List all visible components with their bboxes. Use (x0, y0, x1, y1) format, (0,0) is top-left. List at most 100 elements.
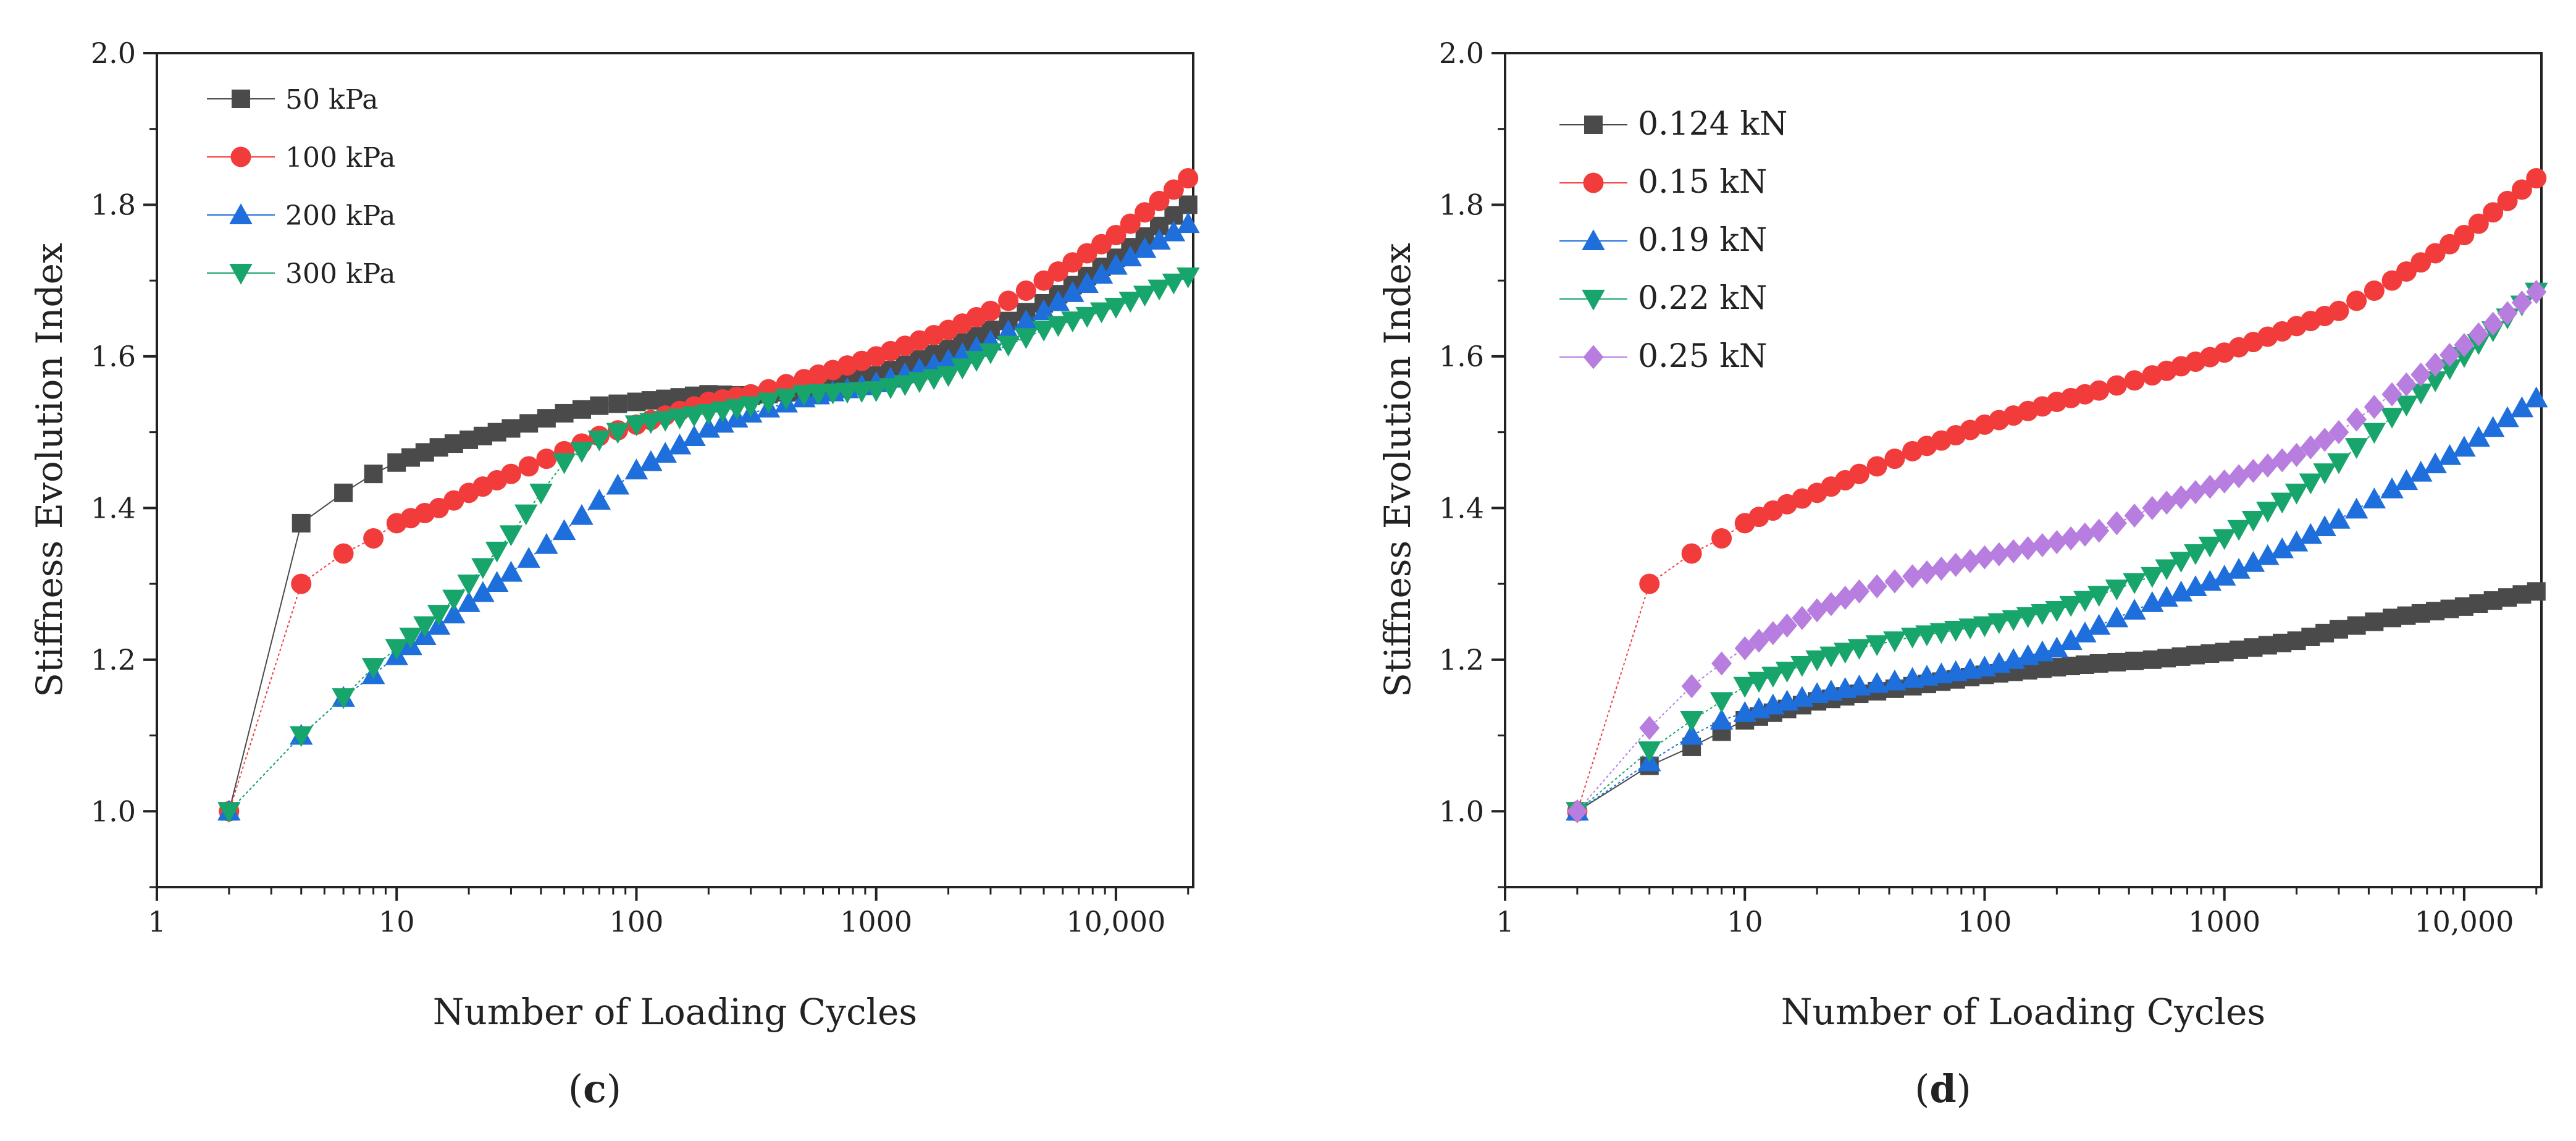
chart-c-point (624, 415, 648, 437)
chart-c-ylabel: Stiffness Evolution Index (28, 243, 70, 697)
chart-d-point (2410, 362, 2431, 387)
chart-d-point (2347, 616, 2366, 635)
chart-d-point (2198, 570, 2222, 591)
chart-c-point (774, 389, 798, 410)
chart-c-point (1104, 298, 1128, 319)
chart-d-point (2425, 352, 2446, 377)
chart-c-point (499, 525, 523, 547)
chart-d-point (1883, 669, 1907, 691)
chart-c-series-4 (217, 267, 1200, 823)
chart-d-point (2002, 610, 2025, 631)
chart-d-point (1915, 625, 1939, 647)
chart-c-point (399, 628, 422, 649)
chart-c-subtitle-letter: c (583, 1066, 606, 1111)
chart-c-point (485, 571, 509, 592)
chart-c-point (332, 688, 355, 709)
chart-d-point (2497, 190, 2518, 211)
chart-c-point (501, 419, 521, 438)
chart-c-point (1177, 212, 1200, 234)
chart-c-point (893, 375, 917, 397)
chart-d-point (1639, 573, 1660, 594)
chart-d-point (1567, 799, 1588, 823)
chart-c-point (1178, 195, 1198, 214)
chart-c-point (443, 490, 464, 511)
chart-c-point (590, 396, 609, 415)
chart-d-point (1637, 741, 1661, 762)
chart-d-point (1639, 715, 1660, 740)
chart-d-series-layer (1566, 168, 2548, 823)
chart-c-point (572, 400, 591, 419)
chart-d-point (2467, 426, 2491, 447)
chart-c-point (1177, 267, 1200, 288)
chart-d-point (1819, 646, 1843, 668)
chart-d-point (1734, 636, 1755, 660)
chart-d-point (2438, 444, 2462, 465)
chart-d-point (1884, 448, 1905, 469)
chart-d-ylabel: Stiffness Evolution Index (1377, 243, 1419, 697)
chart-c-point (1104, 253, 1128, 275)
chart-d-point (2381, 382, 2402, 406)
chart-d-point (1680, 711, 1703, 732)
chart-d-point (2526, 280, 2547, 305)
chart-d: 1 10 100 1000 10,000 1.0 1.2 1.4 1.6 1.8 2.0 0.124… (1377, 36, 2548, 1111)
chart-c-point (821, 383, 845, 405)
chart-c-xtick-label: 100 (610, 905, 664, 938)
chart-d-point (2107, 652, 2126, 672)
chart-c: 1 10 100 1000 10,000 1.0 1.2 1.4 1.6 1.8 2.0 50 kP… (28, 36, 1200, 1111)
chart-c-ytick-label: 1.0 (91, 794, 136, 828)
chart-d-point (2468, 213, 2489, 234)
chart-d-point (2409, 460, 2433, 482)
chart-d-legend-marker (1584, 116, 1603, 134)
chart-c-xtick-label: 10,000 (1066, 905, 1165, 938)
chart-d-point (2241, 511, 2265, 532)
chart-d-point (1833, 642, 1857, 664)
chart-c-point (950, 358, 975, 380)
chart-d-point (2526, 168, 2547, 188)
chart-c-point (471, 558, 495, 579)
chart-d-legend: 0.124 kN 0.15 kN 0.19 kN 0.22 kN 0.25 kN (1559, 106, 1787, 375)
chart-d-point (2364, 395, 2385, 419)
chart-d-point (2454, 225, 2475, 246)
chart-c-point (792, 385, 816, 406)
chart-d-point (2468, 322, 2489, 347)
chart-d-point (1883, 631, 1907, 652)
chart-c-point (653, 442, 677, 463)
chart-c-point (442, 602, 466, 624)
chart-d-point (2299, 523, 2323, 544)
chart-c-point (624, 458, 648, 479)
chart-c-point (739, 396, 763, 418)
chart-d-point (2059, 629, 2083, 650)
chart-d-legend-entry: 0.15 kN (1559, 164, 1767, 201)
chart-c-point (697, 403, 721, 425)
chart-d-point (2394, 395, 2419, 417)
chart-d-xtick-label: 1 (1496, 905, 1514, 938)
chart-c-point (1162, 273, 1186, 295)
chart-d-point (2227, 558, 2251, 579)
chart-c-point (429, 497, 450, 518)
chart-c-point (292, 513, 311, 533)
chart-c-point (427, 605, 451, 626)
chart-d-series-5 (1567, 280, 2547, 823)
chart-d-point (2045, 636, 2069, 658)
chart-d-point (1710, 709, 1734, 730)
chart-d-point (2270, 537, 2294, 558)
chart-c-point (1046, 316, 1070, 337)
chart-d-point (2169, 552, 2193, 573)
chart-c-point (570, 442, 594, 463)
chart-d-point (1987, 613, 2011, 634)
chart-c-legend-entry: 200 kPa (207, 200, 396, 232)
chart-c-point (639, 450, 663, 471)
chart-d-legend-label: 0.15 kN (1638, 164, 1767, 201)
chart-d-point (1865, 672, 1889, 693)
chart-c-point (334, 483, 353, 502)
chart-c-point (1178, 168, 1199, 188)
chart-d-point (2423, 452, 2447, 474)
chart-c-point (514, 504, 538, 526)
chart-c-point (536, 448, 557, 469)
chart-c-point (587, 489, 611, 510)
chart-c-point (1061, 281, 1085, 302)
chart-c-point (1162, 220, 1186, 242)
chart-d-ticks-layer: 1 10 100 1000 10,000 1.0 1.2 1.4 1.6 1.8 2.0 (1439, 36, 2538, 938)
chart-d-point (1958, 618, 1982, 640)
chart-d-ytick-label: 2.0 (1439, 36, 1484, 70)
